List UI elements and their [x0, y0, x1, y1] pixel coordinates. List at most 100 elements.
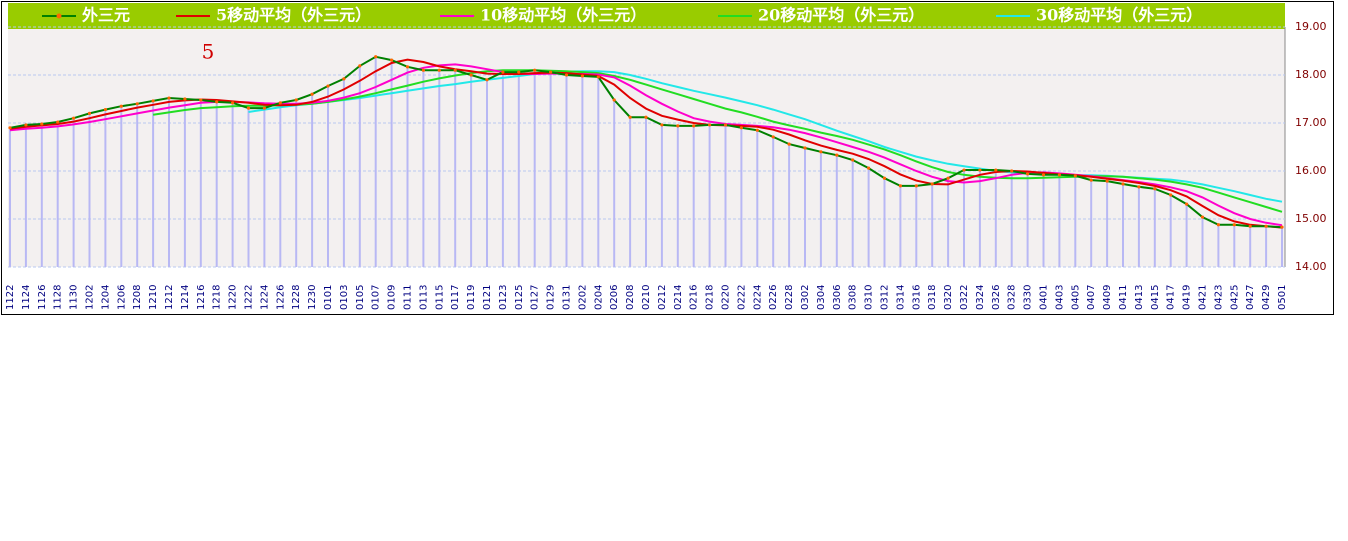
bar [1201, 217, 1204, 267]
x-tick-label: 0206 [609, 285, 620, 310]
x-tick-label: 0324 [975, 285, 986, 310]
bar [883, 178, 886, 267]
x-tick-label: 0107 [371, 285, 382, 310]
x-tick-label: 0326 [991, 285, 1002, 310]
point [501, 70, 505, 74]
point [103, 107, 107, 112]
point [167, 96, 171, 100]
x-tick-label: 0316 [911, 285, 922, 310]
point [946, 176, 950, 180]
point [1073, 174, 1077, 178]
annotation: 5 [202, 40, 215, 64]
point [24, 123, 28, 127]
point [326, 84, 330, 88]
point [421, 68, 425, 72]
x-tick-label: 0111 [403, 285, 414, 310]
bar [88, 113, 91, 268]
bar [168, 98, 170, 267]
bar [788, 144, 791, 267]
point [517, 70, 521, 74]
point [135, 102, 139, 106]
bar [1217, 224, 1220, 267]
x-tick-label: 0320 [943, 285, 954, 310]
point [755, 128, 759, 132]
x-tick-label: 1230 [307, 285, 318, 310]
x-tick-label: 1124 [21, 285, 32, 310]
point [1137, 185, 1141, 189]
x-tick-label: 0411 [1118, 285, 1129, 310]
legend-bar [8, 3, 1285, 29]
bar [342, 78, 345, 267]
bar [263, 108, 266, 268]
x-tick-label: 0119 [466, 285, 477, 310]
bar [1026, 173, 1029, 267]
x-tick-label: 0103 [339, 285, 350, 310]
x-tick-label: 1220 [228, 285, 239, 310]
point [628, 115, 632, 119]
x-tick-label: 0429 [1261, 285, 1272, 310]
point [835, 153, 839, 157]
bar [486, 79, 488, 267]
point [739, 126, 744, 130]
point [1105, 179, 1109, 183]
x-tick-label: 0310 [864, 285, 875, 310]
point [199, 98, 203, 102]
point [580, 74, 585, 78]
y-tick-label: 15.00 [1295, 212, 1327, 225]
legend-label: 外三元 [81, 6, 130, 25]
x-tick-label: 0421 [1198, 285, 1209, 310]
point [692, 124, 696, 128]
bar [327, 86, 329, 267]
bar [104, 109, 107, 267]
x-tick-label: 0304 [816, 285, 827, 310]
point [72, 116, 76, 120]
x-tick-label: 0302 [800, 285, 811, 310]
bar [1137, 186, 1140, 267]
bar [120, 106, 123, 267]
x-tick-label: 0501 [1277, 285, 1288, 310]
point [151, 99, 155, 103]
point [564, 73, 569, 77]
x-tick-label: 0314 [895, 285, 906, 310]
bar [597, 76, 600, 267]
bar [740, 127, 743, 267]
x-tick-label: 0115 [434, 285, 445, 310]
bar [406, 66, 409, 267]
point [342, 77, 346, 81]
point [405, 65, 410, 69]
bar [660, 124, 663, 267]
bar [1233, 224, 1236, 267]
point [978, 168, 982, 172]
point [374, 55, 378, 59]
bar [422, 70, 425, 267]
point [1216, 223, 1220, 227]
x-tick-label: 0419 [1182, 285, 1193, 310]
bar [549, 72, 552, 268]
x-tick-label: 0129 [546, 285, 557, 310]
x-tick-label: 0214 [673, 285, 684, 310]
bar [374, 56, 377, 268]
point [8, 126, 12, 130]
bar [676, 125, 679, 267]
bar [851, 159, 854, 267]
x-tick-label: 1128 [53, 285, 64, 310]
bar [501, 72, 504, 268]
point [803, 146, 807, 150]
bar [963, 170, 965, 267]
x-tick-label: 0121 [482, 285, 493, 310]
point [437, 68, 441, 72]
bar [1074, 175, 1077, 267]
point [962, 168, 966, 172]
x-tick-label: 0125 [514, 285, 525, 310]
point [723, 123, 728, 127]
point [56, 120, 60, 124]
x-tick-label: 0405 [1070, 285, 1081, 310]
bar [72, 118, 75, 267]
legend-label: 10移动平均（外三元） [480, 6, 646, 25]
bar [1010, 171, 1013, 267]
point [1232, 223, 1236, 227]
x-tick-label: 0312 [880, 285, 891, 310]
bar [1249, 226, 1252, 267]
x-tick-label: 1228 [291, 285, 302, 310]
